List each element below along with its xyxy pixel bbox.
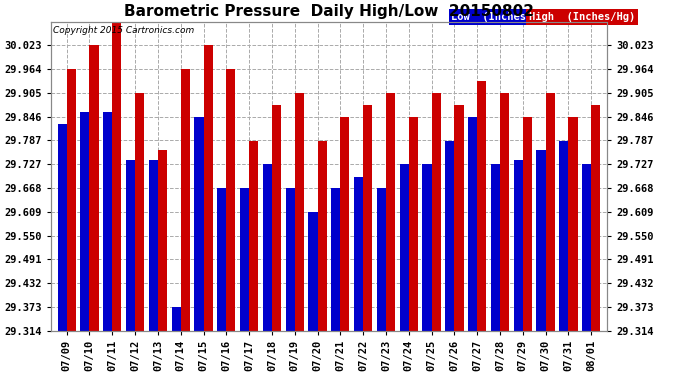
Bar bbox=[431, 93, 441, 330]
Bar bbox=[204, 45, 213, 330]
Bar bbox=[80, 112, 90, 330]
Bar bbox=[249, 141, 258, 330]
Bar bbox=[272, 105, 281, 330]
Bar bbox=[126, 160, 135, 330]
Bar bbox=[263, 165, 272, 330]
Bar bbox=[240, 188, 249, 330]
Bar bbox=[295, 93, 304, 330]
Bar bbox=[195, 117, 204, 330]
Bar bbox=[149, 160, 158, 330]
Bar bbox=[455, 105, 464, 330]
Bar bbox=[172, 307, 181, 330]
Bar bbox=[560, 141, 569, 330]
Bar bbox=[513, 160, 523, 330]
Bar bbox=[67, 69, 76, 330]
Bar bbox=[569, 117, 578, 330]
Text: High  (Inches/Hg): High (Inches/Hg) bbox=[529, 12, 635, 22]
Bar bbox=[354, 177, 363, 330]
Bar bbox=[363, 105, 373, 330]
Bar bbox=[546, 93, 555, 330]
Bar bbox=[226, 69, 235, 330]
Bar bbox=[468, 117, 477, 330]
Bar bbox=[523, 117, 532, 330]
Text: Copyright 2015 Cartronics.com: Copyright 2015 Cartronics.com bbox=[54, 26, 195, 35]
Bar bbox=[400, 165, 408, 330]
Bar bbox=[112, 22, 121, 330]
Bar bbox=[331, 188, 340, 330]
Bar bbox=[135, 93, 144, 330]
Bar bbox=[103, 112, 112, 330]
Bar bbox=[386, 93, 395, 330]
Bar bbox=[286, 188, 295, 330]
Bar bbox=[477, 81, 486, 330]
Bar bbox=[57, 124, 67, 330]
Bar bbox=[500, 93, 509, 330]
Text: Low  (Inches/Hg): Low (Inches/Hg) bbox=[451, 12, 551, 22]
Bar bbox=[537, 150, 546, 330]
Bar bbox=[422, 165, 431, 330]
Bar bbox=[591, 105, 600, 330]
Title: Barometric Pressure  Daily High/Low  20150802: Barometric Pressure Daily High/Low 20150… bbox=[124, 4, 534, 19]
Bar bbox=[408, 117, 418, 330]
Bar bbox=[181, 69, 190, 330]
Bar bbox=[582, 165, 591, 330]
Bar bbox=[377, 188, 386, 330]
Bar bbox=[308, 212, 317, 330]
Bar bbox=[317, 141, 326, 330]
Bar bbox=[217, 188, 226, 330]
Bar bbox=[491, 165, 500, 330]
Bar bbox=[340, 117, 349, 330]
Bar bbox=[158, 150, 167, 330]
Bar bbox=[90, 45, 99, 330]
Bar bbox=[445, 141, 455, 330]
